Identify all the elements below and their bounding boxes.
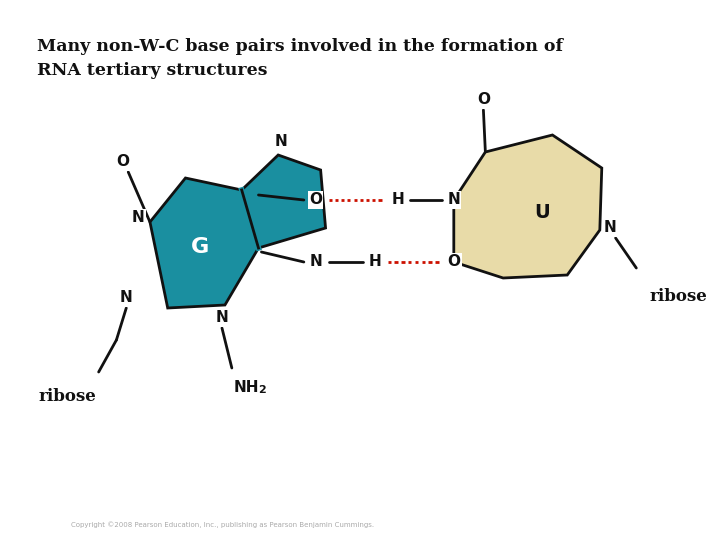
Polygon shape [150, 178, 258, 308]
Text: N: N [215, 310, 228, 326]
Text: NH: NH [234, 380, 259, 395]
Text: O: O [477, 92, 490, 107]
Text: O: O [309, 192, 322, 207]
Text: 2: 2 [258, 385, 266, 395]
Text: G: G [191, 237, 209, 257]
Text: U: U [534, 203, 550, 222]
Text: O: O [447, 254, 460, 269]
Text: Many non-W-C base pairs involved in the formation of: Many non-W-C base pairs involved in the … [37, 38, 564, 55]
Text: N: N [447, 192, 460, 207]
Text: RNA tertiary structures: RNA tertiary structures [37, 62, 268, 79]
Polygon shape [454, 135, 602, 278]
Text: N: N [275, 134, 287, 150]
Text: ribose: ribose [649, 288, 707, 305]
Polygon shape [242, 155, 325, 248]
Text: Copyright ©2008 Pearson Education, Inc., publishing as Pearson Benjamin Cummings: Copyright ©2008 Pearson Education, Inc.,… [71, 521, 374, 528]
Text: H: H [391, 192, 404, 207]
Text: N: N [120, 291, 132, 306]
Text: ribose: ribose [38, 388, 96, 405]
Text: N: N [603, 220, 616, 235]
Text: N: N [132, 211, 145, 226]
Text: H: H [369, 254, 382, 269]
Text: N: N [310, 254, 322, 269]
Text: O: O [116, 154, 129, 170]
